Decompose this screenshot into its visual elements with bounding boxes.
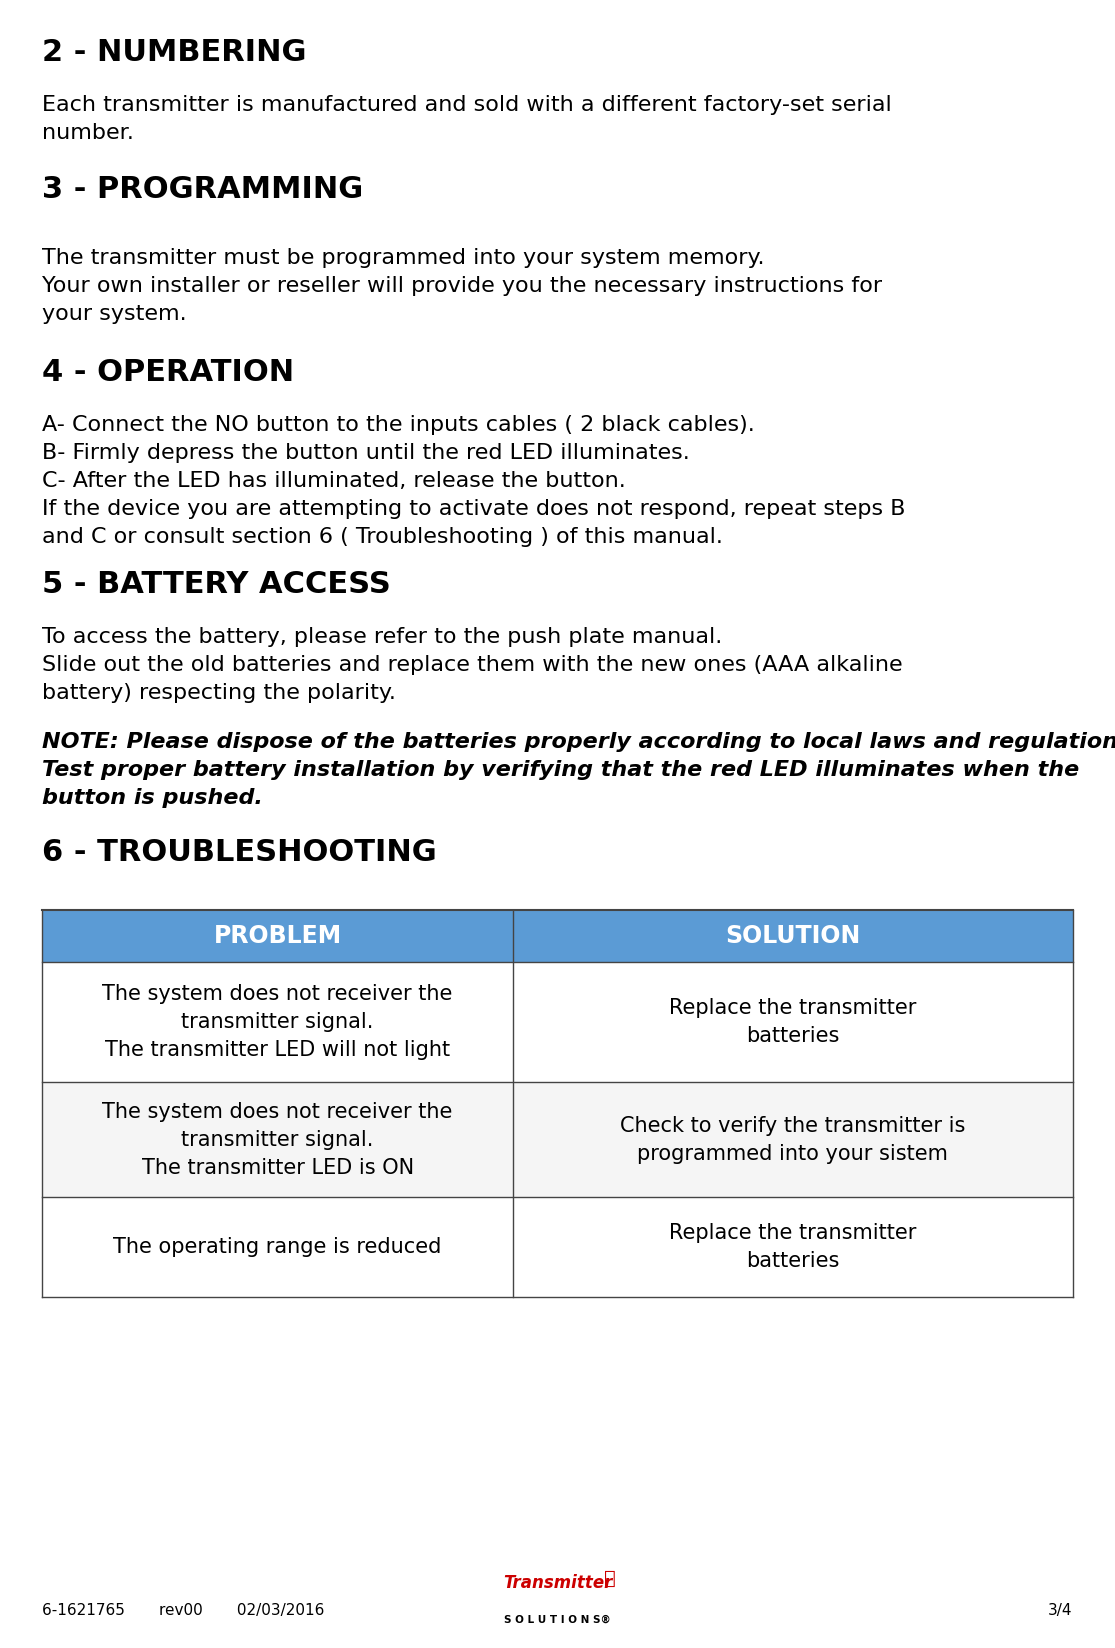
- Text: 6-1621765       rev00       02/03/2016: 6-1621765 rev00 02/03/2016: [42, 1602, 324, 1617]
- Text: 2 - NUMBERING: 2 - NUMBERING: [42, 38, 307, 68]
- Text: To access the battery, please refer to the push plate manual.
Slide out the old : To access the battery, please refer to t…: [42, 626, 903, 704]
- Text: NOTE: Please dispose of the batteries properly according to local laws and regul: NOTE: Please dispose of the batteries pr…: [42, 732, 1115, 808]
- Bar: [513, 962, 1073, 1083]
- Text: The system does not receiver the
transmitter signal.
The transmitter LED is ON: The system does not receiver the transmi…: [103, 1101, 453, 1178]
- Bar: [42, 1196, 513, 1297]
- Bar: [42, 910, 513, 962]
- Text: The operating range is reduced: The operating range is reduced: [114, 1238, 442, 1257]
- Bar: [513, 1196, 1073, 1297]
- Text: Transmitter: Transmitter: [503, 1574, 612, 1592]
- Text: The transmitter must be programmed into your system memory.
Your own installer o: The transmitter must be programmed into …: [42, 247, 882, 325]
- Text: Check to verify the transmitter is
programmed into your sistem: Check to verify the transmitter is progr…: [620, 1116, 966, 1163]
- Text: Replace the transmitter
batteries: Replace the transmitter batteries: [669, 999, 917, 1046]
- Text: Each transmitter is manufactured and sold with a different factory-set serial
nu: Each transmitter is manufactured and sol…: [42, 96, 892, 143]
- Text: Replace the transmitter
batteries: Replace the transmitter batteries: [669, 1223, 917, 1271]
- Bar: [42, 962, 513, 1083]
- Text: A- Connect the NO button to the inputs cables ( 2 black cables).
B- Firmly depre: A- Connect the NO button to the inputs c…: [42, 415, 905, 547]
- Text: The system does not receiver the
transmitter signal.
The transmitter LED will no: The system does not receiver the transmi…: [103, 984, 453, 1060]
- Bar: [513, 1083, 1073, 1196]
- Text: 5 - BATTERY ACCESS: 5 - BATTERY ACCESS: [42, 570, 391, 598]
- Text: 3 - PROGRAMMING: 3 - PROGRAMMING: [42, 175, 363, 204]
- Text: 6 - TROUBLESHOOTING: 6 - TROUBLESHOOTING: [42, 837, 437, 867]
- Text: S O L U T I O N S®: S O L U T I O N S®: [504, 1615, 611, 1625]
- Bar: [42, 1083, 513, 1196]
- Text: 3/4: 3/4: [1048, 1602, 1073, 1617]
- Bar: [513, 910, 1073, 962]
- Text: PROBLEM: PROBLEM: [214, 925, 341, 948]
- Text: 4 - OPERATION: 4 - OPERATION: [42, 358, 294, 387]
- Text: ⦾: ⦾: [603, 1569, 615, 1589]
- Text: SOLUTION: SOLUTION: [725, 925, 861, 948]
